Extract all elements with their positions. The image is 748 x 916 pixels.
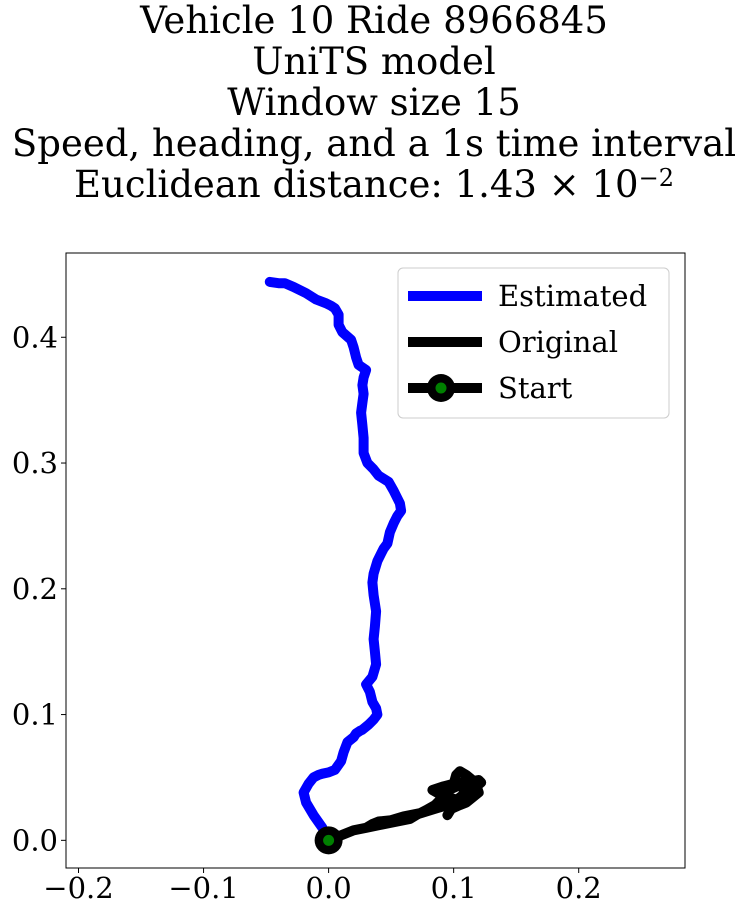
x-tick-label: −0.1 (168, 871, 238, 905)
legend-label-start: Start (498, 371, 573, 405)
title-line-1: Vehicle 10 Ride 8966845 (140, 0, 608, 42)
title-distance-exponent: −2 (638, 164, 674, 192)
x-tick-label: 0.2 (556, 871, 602, 905)
series-line-estimated (264, 276, 407, 846)
legend-label-original: Original (498, 325, 618, 359)
legend-box (397, 267, 670, 419)
title-line-2: UniTS model (252, 40, 496, 83)
title-distance-text: Euclidean distance: 1.43 × 10 (74, 163, 639, 206)
title-line-4: Speed, heading, and a 1s time interval (11, 122, 737, 165)
y-tick-label: 0.1 (12, 698, 58, 732)
y-tick-label: 0.0 (12, 823, 58, 857)
x-tick-label: −0.2 (43, 871, 113, 905)
title-line-5: Euclidean distance: 1.43 × 10−2 (0, 164, 748, 205)
y-tick-label: 0.2 (12, 572, 58, 606)
chart-title: Vehicle 10 Ride 8966845 UniTS model Wind… (0, 0, 748, 205)
legend-label-estimated: Estimated (498, 279, 647, 313)
x-tick-label: 0.0 (306, 871, 352, 905)
series-line-original (323, 766, 487, 846)
start-marker-center (323, 834, 335, 846)
x-tick-label: 0.1 (431, 871, 477, 905)
title-line-3: Window size 15 (227, 81, 521, 124)
y-tick-label: 0.3 (12, 446, 58, 480)
plot-frame (65, 252, 686, 869)
legend-start-marker-center (435, 382, 447, 394)
y-tick-label: 0.4 (12, 320, 58, 354)
